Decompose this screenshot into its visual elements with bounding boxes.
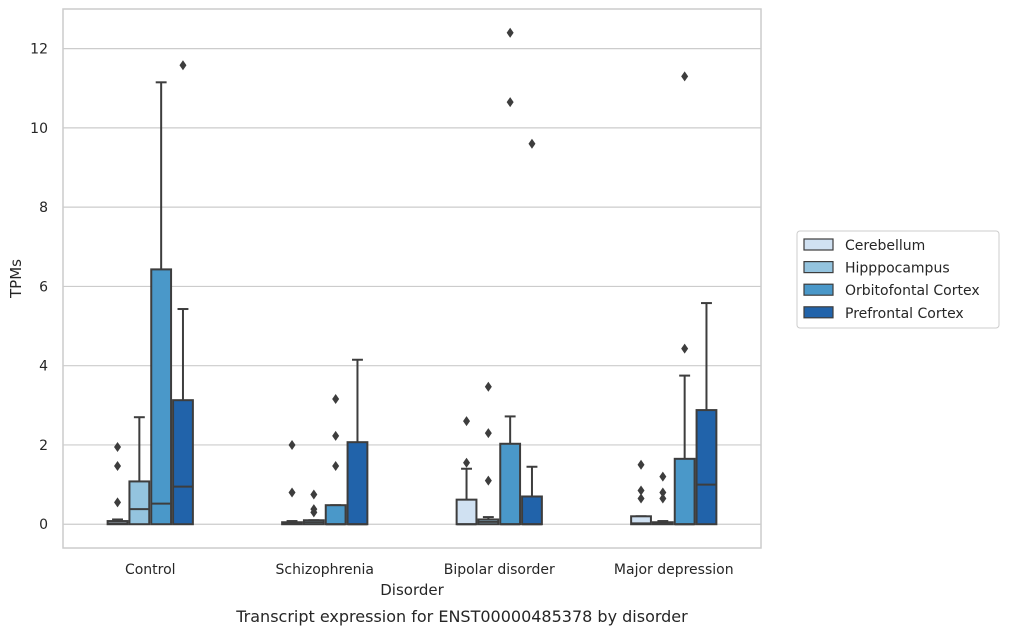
box-body — [150, 268, 173, 526]
box-body — [695, 409, 718, 526]
y-tick-label: 2 — [39, 438, 48, 454]
box — [499, 27, 522, 526]
plot-frame — [62, 8, 762, 549]
legend: Cerebellum Hipppocampus Orbitofontal Corte… — [796, 230, 1000, 329]
box-body — [455, 498, 478, 526]
y-tick-label: 12 — [30, 42, 48, 58]
x-tick-label: Control — [125, 562, 176, 578]
outlier-point — [288, 439, 296, 450]
y-tick-label: 0 — [39, 517, 48, 533]
legend-label: Orbitofontal Cortex — [845, 283, 980, 299]
box — [673, 71, 696, 526]
y-tick-label: 10 — [30, 121, 48, 137]
y-tick-label: 6 — [39, 279, 48, 295]
outlier-point — [484, 475, 492, 486]
legend-label: Cerebellum — [845, 238, 925, 254]
box-body — [346, 441, 369, 526]
x-tick-label: Major depression — [614, 562, 734, 578]
box — [346, 358, 369, 526]
box — [172, 60, 194, 526]
legend-swatch — [803, 283, 834, 296]
outlier-point — [484, 428, 492, 439]
box-body — [172, 399, 194, 526]
outlier-point — [659, 487, 667, 498]
box — [477, 381, 500, 526]
box-groups — [106, 27, 718, 526]
y-tick-label: 4 — [39, 359, 48, 375]
outlier-point — [528, 138, 536, 149]
box-body — [324, 504, 347, 526]
y-axis-label: TPMs — [7, 259, 25, 299]
box — [302, 489, 325, 526]
legend-swatch — [803, 306, 834, 319]
x-tick-label: Bipolar disorder — [444, 562, 555, 578]
outlier-point — [114, 441, 122, 452]
x-tick-label: Schizophrenia — [276, 562, 374, 578]
legend-label: Hipppocampus — [845, 261, 950, 277]
legend-frame — [796, 230, 1000, 329]
y-tick-label: 8 — [39, 200, 48, 216]
box — [695, 302, 718, 526]
outlier-point — [506, 97, 514, 108]
box-body — [499, 442, 522, 526]
outlier-point — [179, 60, 187, 71]
box-body — [128, 480, 151, 526]
box — [630, 459, 652, 526]
outlier-point — [681, 71, 689, 82]
box-body — [673, 457, 696, 526]
outlier-point — [114, 497, 122, 508]
legend-swatch — [803, 261, 834, 274]
outlier-point — [659, 493, 667, 504]
outlier-point — [659, 471, 667, 482]
x-tick-labels: Control Schizophrenia Bipolar disorder Majo… — [125, 562, 734, 578]
x-axis-label: Disorder — [380, 581, 444, 599]
box-body — [521, 495, 543, 526]
outlier-point — [114, 460, 122, 471]
chart-caption: Transcript expression for ENST0000048537… — [235, 607, 688, 626]
legend-label: Prefrontal Cortex — [845, 306, 964, 322]
box — [106, 441, 129, 526]
outlier-point — [310, 489, 318, 500]
outlier-point — [332, 460, 340, 471]
outlier-point — [332, 393, 340, 404]
box — [455, 416, 478, 526]
outlier-point — [332, 430, 340, 441]
box — [150, 81, 173, 526]
legend-swatch — [803, 238, 834, 251]
outlier-point — [637, 485, 645, 496]
box — [281, 439, 303, 526]
box — [128, 416, 151, 526]
box — [324, 393, 347, 526]
outlier-point — [463, 416, 471, 427]
outlier-point — [681, 343, 689, 354]
y-tick-labels: 0 2 4 6 8 10 12 — [30, 42, 48, 534]
box — [521, 138, 543, 526]
outlier-point — [463, 457, 471, 468]
outlier-point — [637, 459, 645, 470]
outlier-point — [506, 27, 514, 38]
outlier-point — [288, 487, 296, 498]
box — [651, 471, 674, 526]
outlier-point — [637, 493, 645, 504]
outlier-point — [310, 504, 318, 515]
outlier-point — [484, 381, 492, 392]
